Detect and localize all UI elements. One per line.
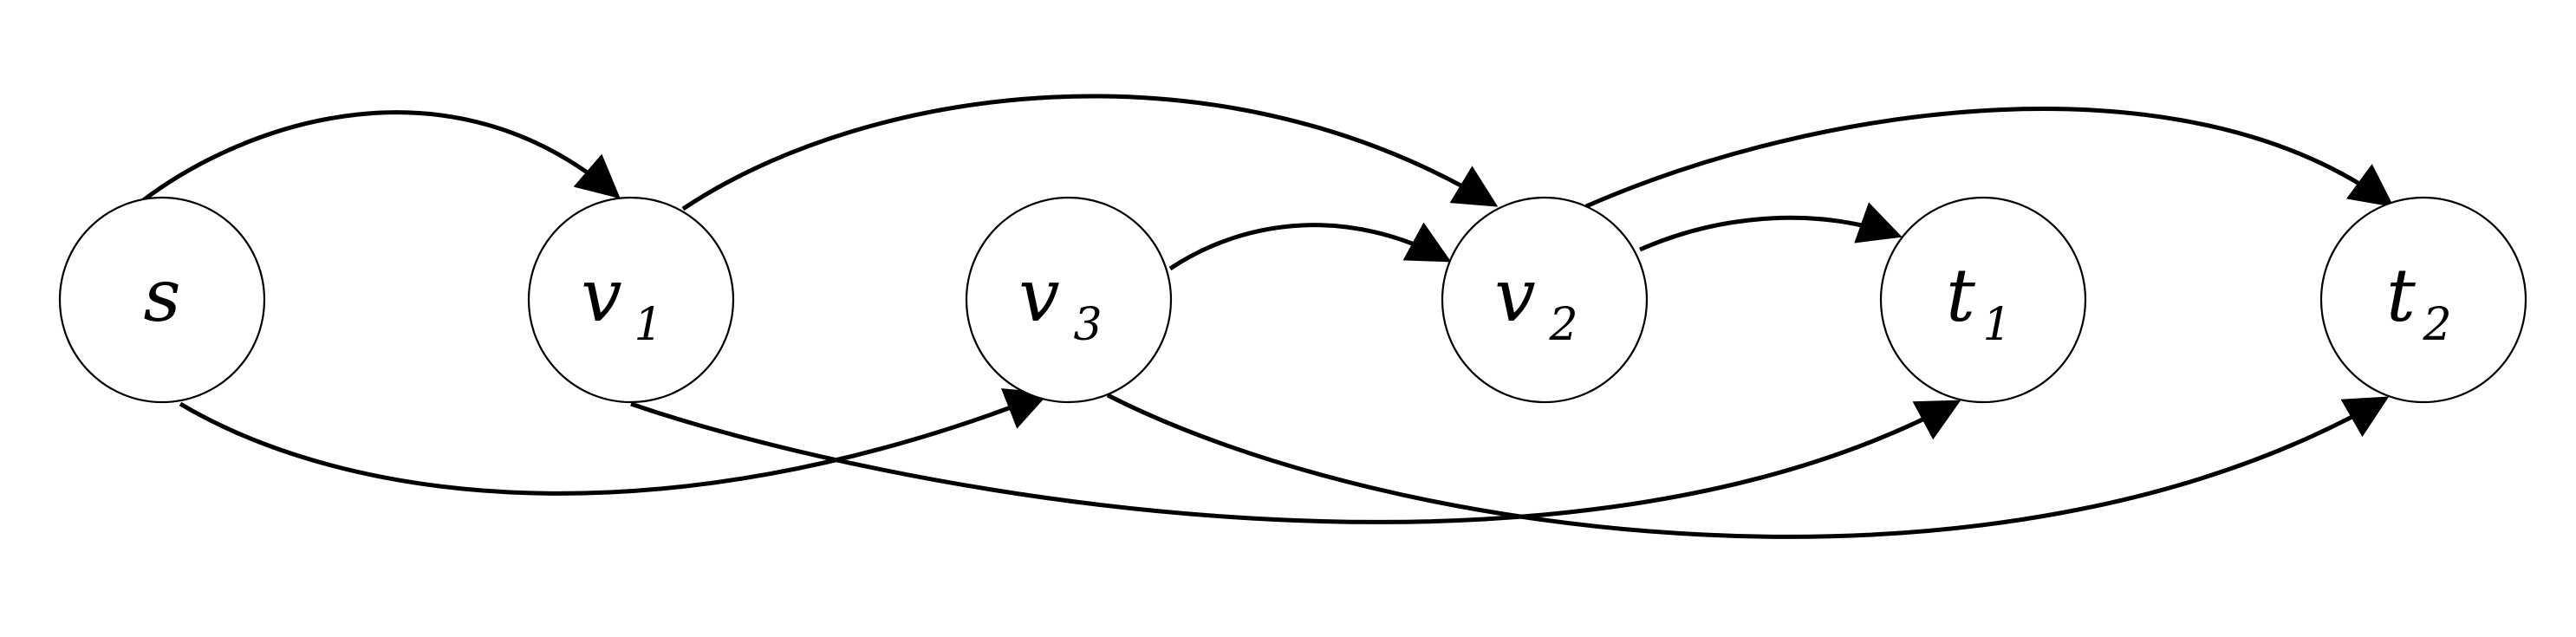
node-v1-circle xyxy=(527,196,735,404)
edge-v3-to-t2 xyxy=(1106,393,2390,539)
edge-v3-to-v2 xyxy=(1168,222,1452,271)
node-v3-circle xyxy=(965,196,1173,404)
node-t1: t 1 xyxy=(1879,196,2087,404)
edge-v1-to-v2 xyxy=(681,94,1499,211)
node-t2-label: t xyxy=(2386,253,2416,338)
node-s-circle xyxy=(58,196,266,404)
node-v1-subscript: 1 xyxy=(634,299,662,351)
node-v2-subscript: 2 xyxy=(1548,299,1577,351)
node-t2-subscript: 2 xyxy=(2422,299,2451,351)
edge-s-to-v1 xyxy=(140,110,621,203)
node-s: s xyxy=(58,196,266,404)
node-v1: v 1 xyxy=(527,196,735,404)
node-s-label: s xyxy=(143,253,180,338)
node-t2: t 2 xyxy=(2319,196,2527,404)
node-v2-label: v xyxy=(1494,253,1535,338)
edge-v1-to-t1 xyxy=(630,400,1961,524)
node-v3-subscript: 3 xyxy=(1073,299,1102,351)
nodes: s v 1 v 3 v 2 t 1 t 2 xyxy=(58,196,2527,404)
node-v2: v 2 xyxy=(1441,196,1649,404)
node-t2-circle xyxy=(2319,196,2527,404)
edge-v2-to-t2 xyxy=(1584,107,2395,209)
node-t1-circle xyxy=(1879,196,2087,404)
edge-s-to-v3 xyxy=(179,388,1050,496)
node-t1-subscript: 1 xyxy=(1982,299,2011,351)
edges xyxy=(140,94,2395,539)
node-t1-label: t xyxy=(1946,253,1975,338)
node-v2-circle xyxy=(1441,196,1649,404)
node-v3-label: v xyxy=(1018,253,1059,338)
node-v1-label: v xyxy=(581,253,621,338)
node-v3: v 3 xyxy=(965,196,1173,404)
edge-v2-to-t1 xyxy=(1638,202,1903,252)
